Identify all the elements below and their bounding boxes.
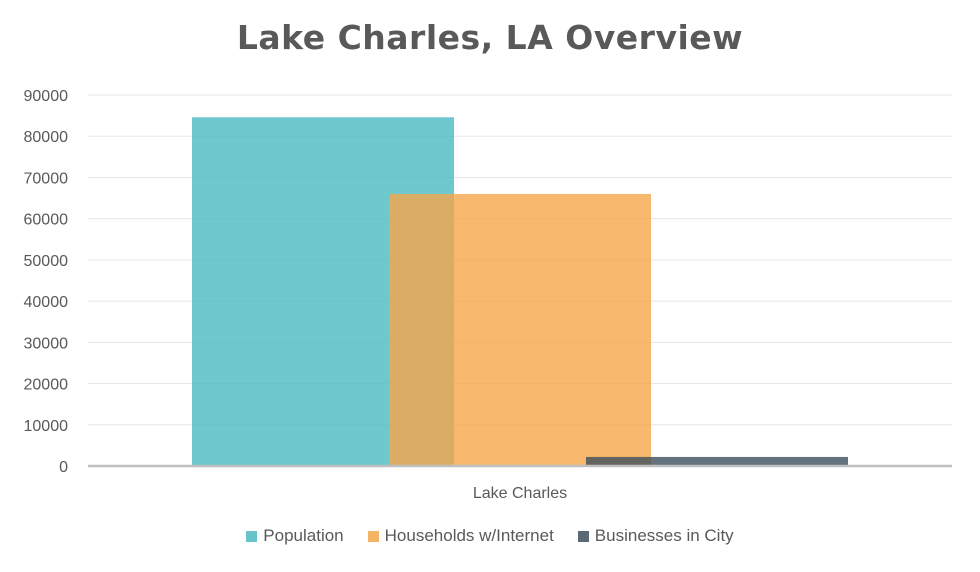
bars bbox=[192, 117, 848, 466]
y-tick-label: 40000 bbox=[24, 294, 69, 311]
y-axis-ticks: 0 10000 20000 30000 40000 50000 60000 70000 8000… bbox=[24, 88, 69, 476]
legend-swatch bbox=[246, 530, 258, 542]
legend-label: Businesses in City bbox=[594, 526, 734, 545]
legend: Population Households w/Internet Businesse… bbox=[0, 526, 980, 546]
bar-households-w-internet bbox=[389, 193, 651, 466]
legend-label: Households w/Internet bbox=[384, 526, 554, 545]
y-tick-label: 90000 bbox=[24, 88, 69, 105]
y-tick-label: 30000 bbox=[24, 335, 69, 352]
legend-item: Households w/Internet bbox=[367, 526, 554, 546]
legend-label: Population bbox=[263, 526, 344, 545]
y-tick-label: 10000 bbox=[24, 418, 69, 435]
legend-item: Population bbox=[246, 526, 344, 546]
y-tick-label: 0 bbox=[59, 459, 68, 476]
bar-businesses-in-city bbox=[586, 456, 848, 466]
y-tick-label: 60000 bbox=[24, 212, 69, 229]
legend-swatch bbox=[577, 530, 589, 542]
legend-swatch bbox=[367, 530, 379, 542]
y-tick-label: 20000 bbox=[24, 377, 69, 394]
y-tick-label: 70000 bbox=[24, 170, 69, 187]
legend-item: Businesses in City bbox=[577, 526, 734, 546]
x-axis-categories: Lake Charles bbox=[473, 485, 567, 502]
chart-title: Lake Charles, LA Overview bbox=[236, 18, 744, 57]
y-tick-label: 50000 bbox=[24, 253, 69, 270]
x-category-label: Lake Charles bbox=[473, 485, 567, 502]
y-tick-label: 80000 bbox=[24, 129, 69, 146]
